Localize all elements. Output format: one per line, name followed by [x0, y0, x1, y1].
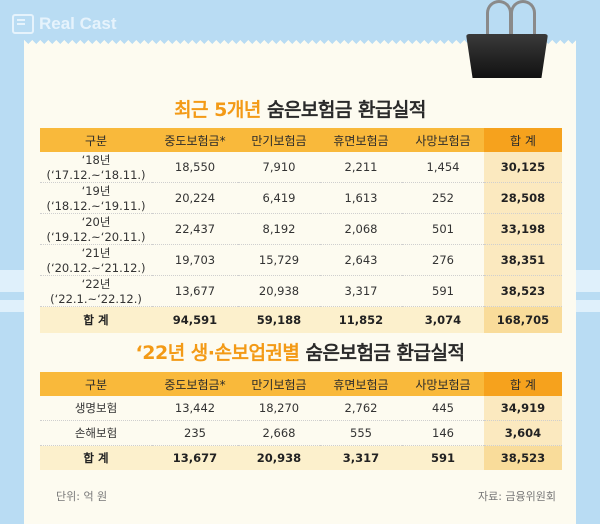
- cell: 555: [320, 420, 402, 446]
- table-by-sector-2022: 구분 중도보험금* 만기보험금 휴면보험금 사망보험금 합 계 생명보험 13,…: [40, 372, 562, 470]
- header-dormant: 휴면보험금: [320, 372, 402, 396]
- cell: ‘22년(‘22.1.~‘22.12.): [40, 275, 152, 307]
- cell: 3,074: [402, 306, 484, 333]
- header-interim: 중도보험금*: [152, 372, 238, 396]
- cell: 18,270: [238, 396, 320, 421]
- cell: 146: [402, 420, 484, 446]
- table-recent-5-years: 구분 중도보험금* 만기보험금 휴면보험금 사망보험금 합 계 ‘18년(‘17…: [40, 128, 562, 333]
- cell: 445: [402, 396, 484, 421]
- cell: 18,550: [152, 152, 238, 183]
- cell: 59,188: [238, 306, 320, 333]
- cell: 손해보험: [40, 420, 152, 446]
- table-row: 생명보험 13,442 18,270 2,762 445 34,919: [40, 396, 562, 421]
- header-category: 구분: [40, 372, 152, 396]
- binder-clip-icon: [466, 34, 548, 78]
- cell-total: 38,523: [484, 275, 562, 307]
- cell: 501: [402, 213, 484, 245]
- cell: 94,591: [152, 306, 238, 333]
- table-header-row: 구분 중도보험금* 만기보험금 휴면보험금 사망보험금 합 계: [40, 128, 562, 152]
- cell-total: 28,508: [484, 182, 562, 214]
- cell: 2,643: [320, 244, 402, 276]
- table-row: ‘21년(‘20.12.~‘21.12.) 19,703 15,729 2,64…: [40, 244, 562, 276]
- cell: 13,677: [152, 445, 238, 470]
- cell: 3,317: [320, 445, 402, 470]
- header-total: 합 계: [484, 128, 562, 152]
- logo-icon: [12, 14, 34, 34]
- table-row: 손해보험 235 2,668 555 146 3,604: [40, 420, 562, 446]
- cell-total: 3,604: [484, 420, 562, 446]
- cell: 19,703: [152, 244, 238, 276]
- cell: 1,613: [320, 182, 402, 214]
- cell-total: 34,919: [484, 396, 562, 421]
- source-note: 자료: 금융위원회: [477, 490, 556, 503]
- cell: 6,419: [238, 182, 320, 214]
- cell: 1,454: [402, 152, 484, 183]
- header-maturity: 만기보험금: [238, 128, 320, 152]
- cell: 276: [402, 244, 484, 276]
- realcast-logo: Real Cast: [12, 14, 116, 34]
- cell: 3,317: [320, 275, 402, 307]
- title-recent-5-years: 최근 5개년 숨은보험금 환급실적: [174, 99, 426, 121]
- cell: 11,852: [320, 306, 402, 333]
- cell: ‘21년(‘20.12.~‘21.12.): [40, 244, 152, 276]
- title-by-sector-2022: ‘22년 생·손보업권별 숨은보험금 환급실적: [135, 342, 465, 364]
- cell: 합 계: [40, 306, 152, 333]
- header-death: 사망보험금: [402, 372, 484, 396]
- cell: 20,938: [238, 445, 320, 470]
- table-total-row: 합 계 13,677 20,938 3,317 591 38,523: [40, 445, 562, 470]
- cell: 13,442: [152, 396, 238, 421]
- table-header-row: 구분 중도보험금* 만기보험금 휴면보험금 사망보험금 합 계: [40, 372, 562, 396]
- table-row: ‘18년(‘17.12.~‘18.11.) 18,550 7,910 2,211…: [40, 152, 562, 183]
- cell: 591: [402, 275, 484, 307]
- cell: 7,910: [238, 152, 320, 183]
- header-maturity: 만기보험금: [238, 372, 320, 396]
- cell: 22,437: [152, 213, 238, 245]
- cell-total: 168,705: [484, 306, 562, 333]
- cell: ‘19년(‘18.12.~‘19.11.): [40, 182, 152, 214]
- header-interim: 중도보험금*: [152, 128, 238, 152]
- cell: 2,211: [320, 152, 402, 183]
- cell: 2,668: [238, 420, 320, 446]
- cell: 2,068: [320, 213, 402, 245]
- cell: ‘18년(‘17.12.~‘18.11.): [40, 152, 152, 183]
- table-row: ‘20년(‘19.12.~‘20.11.) 22,437 8,192 2,068…: [40, 213, 562, 245]
- header-total: 합 계: [484, 372, 562, 396]
- cell: 15,729: [238, 244, 320, 276]
- binder-clip-wire: [510, 0, 536, 43]
- cell: 합 계: [40, 445, 152, 470]
- cell-total: 38,523: [484, 445, 562, 470]
- cell: 8,192: [238, 213, 320, 245]
- header-category: 구분: [40, 128, 152, 152]
- unit-note: 단위: 억 원: [56, 490, 108, 503]
- cell: 252: [402, 182, 484, 214]
- cell-total: 38,351: [484, 244, 562, 276]
- logo-text: Real Cast: [39, 14, 117, 33]
- cell: 2,762: [320, 396, 402, 421]
- table-row: ‘19년(‘18.12.~‘19.11.) 20,224 6,419 1,613…: [40, 182, 562, 214]
- cell: 13,677: [152, 275, 238, 307]
- cell: 591: [402, 445, 484, 470]
- cell: ‘20년(‘19.12.~‘20.11.): [40, 213, 152, 245]
- header-death: 사망보험금: [402, 128, 484, 152]
- table-total-row: 합 계 94,591 59,188 11,852 3,074 168,705: [40, 306, 562, 333]
- cell: 20,938: [238, 275, 320, 307]
- cell: 20,224: [152, 182, 238, 214]
- table-row: ‘22년(‘22.1.~‘22.12.) 13,677 20,938 3,317…: [40, 275, 562, 307]
- cell: 생명보험: [40, 396, 152, 421]
- cell: 235: [152, 420, 238, 446]
- paper-edge: [24, 40, 576, 48]
- cell-total: 33,198: [484, 213, 562, 245]
- header-dormant: 휴면보험금: [320, 128, 402, 152]
- cell-total: 30,125: [484, 152, 562, 183]
